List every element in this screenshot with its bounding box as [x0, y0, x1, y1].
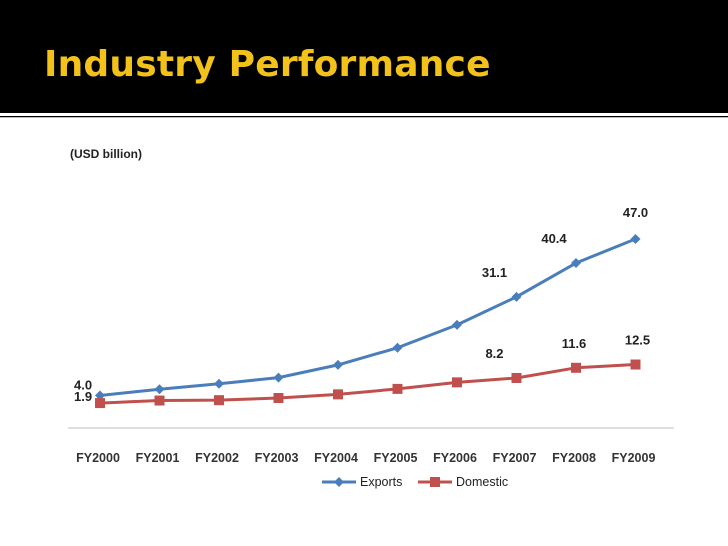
x-tick-label: FY2004 — [314, 451, 358, 465]
data-label-exports-fy2009: 47.0 — [623, 205, 648, 220]
point-exports-fy2007 — [511, 291, 522, 302]
data-label-exports-fy2008: 40.4 — [541, 231, 567, 246]
point-domestic-fy2008 — [571, 362, 581, 373]
point-domestic-fy2002 — [214, 395, 224, 406]
x-axis-ticks: FY2000 FY2001 FY2002 FY2003 FY2004 FY2005 FY20… — [76, 451, 655, 465]
data-label-exports-fy2000: 4.0 — [74, 377, 92, 392]
x-tick-label: FY2009 — [612, 451, 656, 465]
point-domestic-fy2003 — [273, 392, 284, 403]
point-exports-fy2003 — [273, 372, 284, 383]
legend: Exports Domestic — [322, 475, 508, 489]
series-line-exports — [99, 237, 637, 397]
point-exports-fy2002 — [214, 378, 224, 389]
point-domestic-fy2006 — [452, 377, 462, 388]
chart-panel: (USD billion) 4.0 31.1 40.4 47.0 1.9 8.2 11.6 1… — [0, 118, 728, 546]
point-exports-fy2001 — [154, 384, 165, 395]
x-tick-label: FY2005 — [374, 451, 418, 465]
point-domestic-fy2001 — [154, 395, 165, 406]
point-exports-fy2006 — [452, 319, 462, 330]
unit-label: (USD billion) — [70, 147, 142, 161]
x-tick-label: FY2007 — [493, 451, 537, 465]
x-tick-label: FY2006 — [433, 451, 477, 465]
series-line-domestic — [99, 363, 636, 405]
data-label-domestic-fy2008: 11.6 — [562, 336, 587, 351]
point-exports-fy2008 — [571, 258, 581, 269]
legend-marker-exports — [334, 477, 344, 487]
x-tick-label: FY2001 — [136, 451, 180, 465]
x-tick-label: FY2008 — [552, 451, 596, 465]
point-domestic-fy2004 — [333, 389, 343, 400]
title-divider-shadow — [0, 117, 728, 118]
point-exports-fy2004 — [333, 359, 343, 370]
chart: (USD billion) 4.0 31.1 40.4 47.0 1.9 8.2 11.6 1… — [68, 147, 674, 489]
point-exports-fy2009 — [630, 234, 641, 244]
legend-label-exports: Exports — [360, 475, 402, 489]
legend-marker-domestic — [430, 477, 440, 487]
point-domestic-fy2007 — [511, 372, 522, 383]
data-label-exports-fy2007: 31.1 — [482, 265, 507, 280]
point-domestic-fy2005 — [392, 383, 403, 394]
point-domestic-fy2000 — [95, 398, 105, 409]
point-domestic-fy2009 — [630, 359, 641, 370]
title-band: Industry Performance — [0, 0, 728, 113]
data-label-domestic-fy2009: 12.5 — [625, 333, 650, 348]
x-tick-label: FY2002 — [195, 451, 239, 465]
title-divider — [0, 113, 728, 116]
slide-title: Industry Performance — [44, 44, 491, 85]
point-exports-fy2005 — [392, 342, 403, 353]
point-exports-fy2000 — [95, 390, 105, 401]
data-label-domestic-fy2007: 8.2 — [485, 346, 503, 361]
x-tick-label: FY2000 — [76, 451, 120, 465]
legend-label-domestic: Domestic — [456, 475, 508, 489]
data-label-domestic-fy2000: 1.9 — [74, 389, 92, 404]
plot-area: 4.0 31.1 40.4 47.0 1.9 8.2 11.6 12.5 — [74, 205, 650, 409]
x-tick-label: FY2003 — [255, 451, 299, 465]
